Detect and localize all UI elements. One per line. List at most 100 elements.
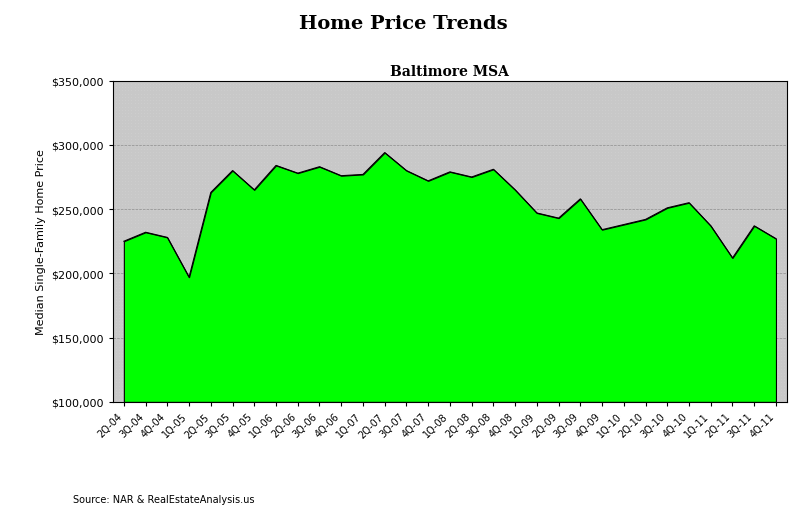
Point <box>282 181 295 189</box>
Point <box>232 307 245 316</box>
Point <box>605 201 618 209</box>
Point <box>454 178 467 186</box>
Point <box>224 259 236 267</box>
Point <box>319 165 332 173</box>
Point <box>232 175 245 183</box>
Point <box>132 90 144 98</box>
Point <box>522 291 535 299</box>
Point <box>624 259 637 267</box>
Point <box>137 314 150 322</box>
Point <box>743 178 756 186</box>
Point <box>316 346 328 354</box>
Point <box>460 327 473 335</box>
Point <box>113 385 126 393</box>
Point <box>436 388 449 397</box>
Point <box>208 298 221 306</box>
Point <box>543 382 556 390</box>
Point <box>248 275 261 283</box>
Point <box>663 210 676 218</box>
Point <box>645 194 658 202</box>
Point <box>236 220 249 228</box>
Point <box>239 372 252 380</box>
Point <box>731 379 744 387</box>
Point <box>550 213 562 221</box>
Point <box>132 100 144 108</box>
Point <box>390 87 403 95</box>
Point <box>657 84 670 92</box>
Point <box>700 165 713 173</box>
Point <box>608 310 621 319</box>
Point <box>636 301 649 309</box>
Point <box>497 172 510 180</box>
Point <box>236 268 249 276</box>
Point <box>704 275 717 283</box>
Point <box>722 217 735 225</box>
Point <box>331 94 344 102</box>
Point <box>254 142 267 150</box>
Point <box>774 123 787 131</box>
Point <box>295 278 307 287</box>
Point <box>380 314 393 322</box>
Point <box>454 285 467 293</box>
Point <box>202 262 215 270</box>
Point <box>307 191 320 199</box>
Point <box>144 385 157 393</box>
Point <box>765 217 778 225</box>
Point <box>507 317 520 325</box>
Point <box>694 80 707 89</box>
Point <box>605 301 618 309</box>
Point <box>722 372 735 380</box>
Point <box>254 191 267 199</box>
Point <box>442 158 455 166</box>
Point <box>399 84 412 92</box>
Point <box>738 327 751 335</box>
Point <box>433 324 445 332</box>
Point <box>113 120 126 128</box>
Point <box>439 129 452 137</box>
Point <box>473 281 486 290</box>
Point <box>629 343 642 351</box>
Point <box>580 129 593 137</box>
Point <box>395 80 408 89</box>
Point <box>156 268 169 276</box>
Point <box>236 278 249 287</box>
Point <box>405 369 418 377</box>
Point <box>753 132 766 140</box>
Point <box>414 181 427 189</box>
Point <box>186 191 199 199</box>
Point <box>667 142 679 150</box>
Point <box>626 126 639 134</box>
Point <box>144 320 157 328</box>
Point <box>319 123 332 131</box>
Point <box>587 382 600 390</box>
Point <box>202 155 215 163</box>
Point <box>239 327 252 335</box>
Point <box>328 87 341 95</box>
Point <box>248 181 261 189</box>
Point <box>654 314 667 322</box>
Point <box>411 336 424 345</box>
Point <box>608 132 621 140</box>
Point <box>132 307 144 316</box>
Point <box>605 103 618 111</box>
Point <box>128 362 141 371</box>
Point <box>239 84 252 92</box>
Point <box>110 336 123 345</box>
Point <box>780 324 793 332</box>
Point <box>115 391 128 400</box>
Point <box>371 243 384 251</box>
Point <box>402 77 415 86</box>
Point <box>592 362 605 371</box>
Point <box>753 291 766 299</box>
Point <box>242 158 255 166</box>
Point <box>497 239 510 247</box>
Point <box>673 77 686 86</box>
Point <box>445 249 458 257</box>
Point <box>556 310 569 319</box>
Point <box>568 181 581 189</box>
Point <box>429 375 442 383</box>
Point <box>439 291 452 299</box>
Point <box>316 265 328 273</box>
Point <box>565 184 578 192</box>
Point <box>670 161 683 169</box>
